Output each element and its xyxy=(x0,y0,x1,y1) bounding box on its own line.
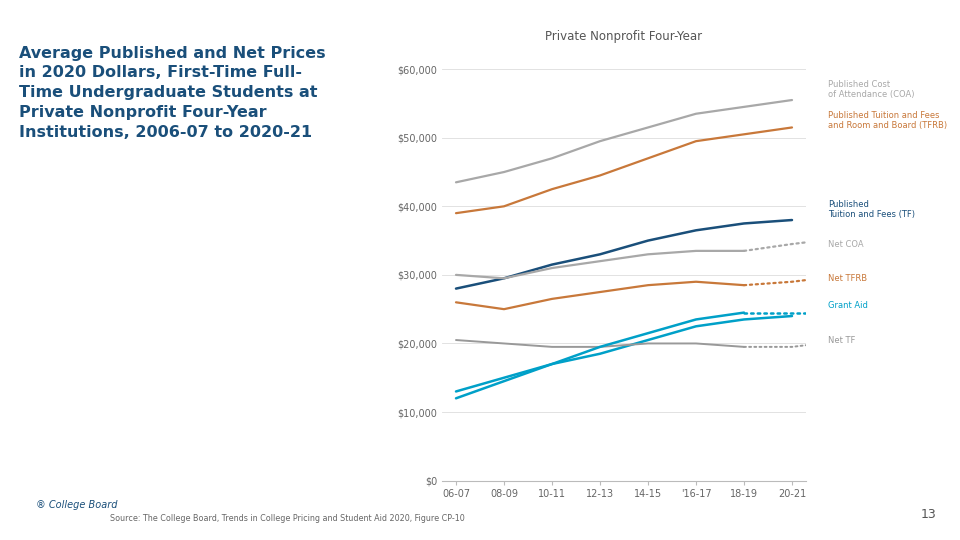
Text: Net COA: Net COA xyxy=(828,240,864,248)
Text: Grant Aid: Grant Aid xyxy=(828,301,868,310)
Text: Published
Tuition and Fees (TF): Published Tuition and Fees (TF) xyxy=(828,200,915,219)
Text: Net TFRB: Net TFRB xyxy=(828,274,867,283)
Text: Source: The College Board, Trends in College Pricing and Student Aid 2020, Figur: Source: The College Board, Trends in Col… xyxy=(110,514,466,523)
Text: Average Published and Net Prices
in 2020 Dollars, First-Time Full-
Time Undergra: Average Published and Net Prices in 2020… xyxy=(19,46,325,140)
Text: ® College Board: ® College Board xyxy=(36,500,118,510)
Text: 13: 13 xyxy=(921,508,936,521)
Text: Published Tuition and Fees
and Room and Board (TFRB): Published Tuition and Fees and Room and … xyxy=(828,111,948,130)
Title: Private Nonprofit Four-Year: Private Nonprofit Four-Year xyxy=(545,30,703,43)
Text: Net TF: Net TF xyxy=(828,335,855,345)
Text: Published Cost
of Attendance (COA): Published Cost of Attendance (COA) xyxy=(828,80,915,99)
